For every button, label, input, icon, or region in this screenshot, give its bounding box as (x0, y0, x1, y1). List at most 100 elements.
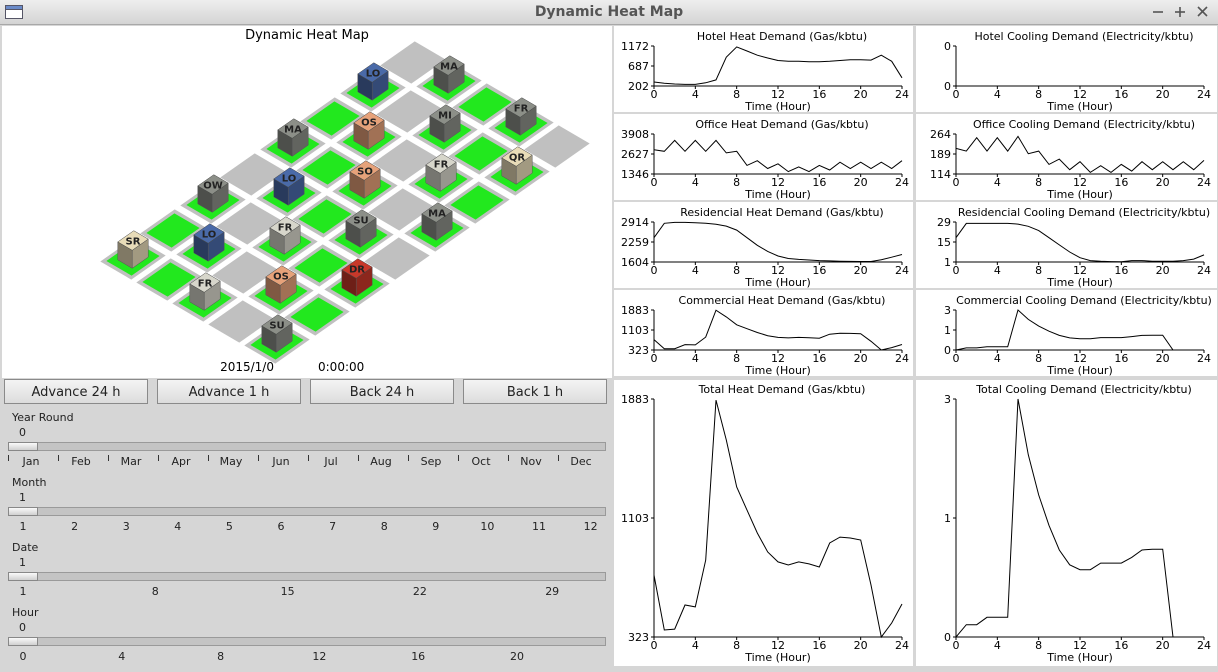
chart-title: Hotel Heat Demand (Gas/kbtu) (697, 30, 867, 43)
x-tick-label: 16 (812, 88, 826, 101)
block (364, 237, 430, 280)
data-line (653, 221, 903, 262)
lawn (458, 87, 512, 122)
data-line (955, 309, 1204, 351)
chart: Residencial Cooling Demand (Electricity/… (916, 202, 1217, 288)
city-map-view[interactable]: Dynamic Heat Map 2015/1/0 0:00:00 MA LO FR… (2, 26, 612, 378)
slider-value: 0 (19, 426, 26, 439)
slider-tick-label: 2 (71, 520, 79, 533)
x-tick-label: 8 (733, 176, 740, 189)
building-roof (189, 272, 221, 293)
lawn (450, 185, 504, 220)
building: QR (501, 146, 533, 185)
y-tick-label: 29 (937, 216, 951, 229)
x-tick-label: 4 (994, 352, 1001, 365)
slider-tick-label: Feb (71, 455, 91, 468)
x-axis-label: Time (Hour) (1046, 188, 1113, 200)
x-tick-label: 4 (692, 639, 699, 652)
building-label: MI (438, 111, 452, 122)
data-line (653, 309, 903, 351)
x-tick-label: 12 (1073, 88, 1087, 101)
building-roof (273, 167, 305, 188)
data-line (653, 139, 903, 173)
x-tick-label: 20 (1156, 176, 1170, 189)
building-label: OS (273, 272, 289, 283)
chart: Office Cooling Demand (Electricity/kbtu)… (916, 114, 1217, 200)
block (380, 41, 446, 84)
slider-tick (8, 455, 9, 461)
y-tick-label: 15 (937, 236, 951, 249)
block (208, 300, 274, 343)
slider-tick (408, 455, 409, 461)
slider-tick-label: 12 (312, 650, 327, 663)
y-tick-label: 1 (944, 324, 951, 337)
building-roof (341, 258, 373, 279)
x-tick-label: 24 (1197, 639, 1211, 652)
slider-label: Month (12, 476, 47, 489)
slider-tick (108, 455, 109, 461)
x-tick-label: 0 (953, 352, 960, 365)
block (368, 188, 434, 231)
slider-tick-label: 8 (380, 520, 388, 533)
x-tick-label: 4 (994, 88, 1001, 101)
x-tick-label: 24 (1197, 176, 1211, 189)
window-title: Dynamic Heat Map (534, 4, 684, 20)
slider-tick-label: May (219, 455, 243, 468)
building-roof (425, 153, 457, 174)
building-label: OS (361, 118, 377, 129)
charts-panel: Hotel Heat Demand (Gas/kbtu) 202 687 1172 0 4… (613, 25, 1218, 672)
x-tick-label: 8 (733, 88, 740, 101)
slider-track (8, 507, 606, 516)
building: FR (189, 272, 221, 311)
button[interactable]: Advance 1 h (157, 379, 301, 404)
x-tick-label: 24 (895, 352, 909, 365)
window-controls[interactable] (1150, 5, 1214, 19)
x-tick-label: 8 (1035, 88, 1042, 101)
x-tick-label: 4 (692, 176, 699, 189)
slider-tick-label: 4 (118, 650, 126, 663)
slider-knob[interactable] (8, 572, 38, 581)
x-tick-label: 20 (854, 176, 868, 189)
window-icon (5, 5, 23, 19)
x-tick-label: 8 (733, 352, 740, 365)
slider-track (8, 442, 606, 451)
slider-tick-label: 0 (19, 650, 27, 663)
chart: Total Cooling Demand (Electricity/kbtu) 0… (916, 380, 1217, 666)
building-label: MA (428, 209, 446, 220)
map-date: 2015/1/0 (220, 360, 274, 374)
lawn (146, 213, 200, 248)
button[interactable]: Back 24 h (310, 379, 454, 404)
slider-tick-label: 5 (225, 520, 233, 533)
x-tick-label: 0 (651, 88, 658, 101)
building-roof (117, 230, 149, 251)
x-tick-label: 20 (1156, 264, 1170, 277)
button[interactable]: Advance 24 h (4, 379, 148, 404)
building: LO (273, 167, 305, 206)
y-tick-label: 687 (628, 60, 649, 73)
block (372, 139, 438, 182)
slider-tick-label: 22 (412, 585, 427, 598)
building-label: SO (357, 167, 373, 178)
building-label: SR (126, 237, 141, 248)
chart: Hotel Heat Demand (Gas/kbtu) 202 687 1172 0 4… (614, 26, 913, 112)
slider-knob[interactable] (8, 442, 38, 451)
slider-tick (308, 455, 309, 461)
y-tick-label: 1172 (621, 40, 649, 53)
map-time: 0:00:00 (318, 360, 364, 374)
y-tick-label: 264 (930, 128, 951, 141)
slider-knob[interactable] (8, 637, 38, 646)
building: OS (265, 265, 297, 304)
lawn (294, 248, 348, 283)
data-line (955, 135, 1205, 174)
chart-title: Residencial Heat Demand (Gas/kbtu) (680, 206, 883, 219)
building-roof (505, 97, 537, 118)
x-tick-label: 4 (994, 176, 1001, 189)
slider-knob[interactable] (8, 507, 38, 516)
slider-value: 1 (19, 491, 26, 504)
slider-label: Date (12, 541, 39, 554)
lawn (306, 101, 360, 136)
button[interactable]: Back 1 h (463, 379, 607, 404)
slider-tick (358, 455, 359, 461)
slider-tick (158, 455, 159, 461)
